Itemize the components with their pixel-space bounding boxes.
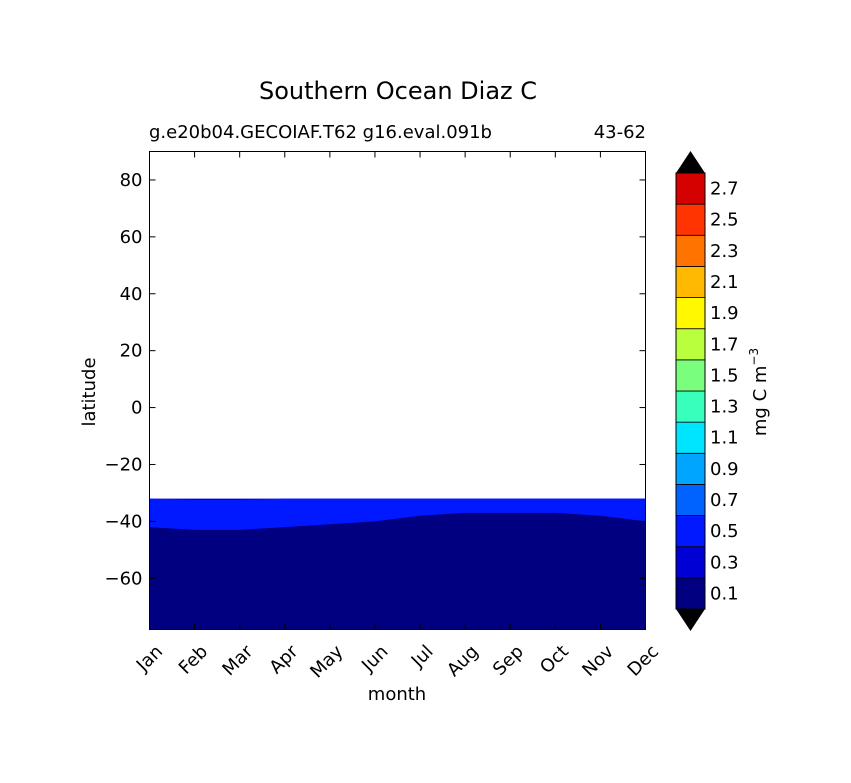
y-tick-label: 20: [120, 341, 143, 362]
colorbar: 0.1 0.3 0.5 0.7 0.9 1.1 1.3 1.5 1.7 1.9 2.1 2.3 2.5 2…: [675, 151, 739, 631]
colorbar-segment: [675, 546, 706, 579]
y-tick-label: −60: [105, 568, 143, 589]
x-tick-label: Sep: [489, 641, 528, 680]
colorbar-label-text: mg C m: [750, 366, 771, 437]
plot-frame: [149, 151, 646, 630]
y-tick-label: 0: [131, 398, 142, 419]
contour-band-lowest: [149, 512, 646, 630]
colorbar-label-exponent: −3: [747, 348, 761, 366]
y-axis-label: latitude: [79, 357, 100, 426]
chart-title: Southern Ocean Diaz C: [259, 77, 537, 105]
colorbar-segment: [675, 577, 706, 610]
y-tick-label: −40: [105, 511, 143, 532]
plot-area: Jan Feb Mar Apr May Jun Jul Aug Sep Oct Nov Dec 80 6…: [105, 151, 663, 682]
y-tick-label: 60: [120, 227, 143, 248]
colorbar-tick-label: 0.5: [710, 521, 739, 542]
contour-bands: [149, 498, 646, 630]
colorbar-segment: [675, 515, 706, 548]
colorbar-segment: [675, 266, 706, 298]
colorbar-tick-label: 2.3: [710, 241, 739, 262]
x-tick-label: Nov: [578, 641, 618, 681]
colorbar-tick-label: 1.7: [710, 334, 739, 355]
colorbar-tick-label: 1.3: [710, 397, 739, 418]
chart-subtitle-left: g.e20b04.GECOIAF.T62 g16.eval.091b: [149, 122, 492, 143]
colorbar-segment: [675, 297, 706, 330]
colorbar-tick-label: 0.9: [710, 459, 739, 480]
colorbar-tick-label: 2.5: [710, 210, 739, 231]
x-tick-label: Mar: [218, 641, 257, 680]
colorbar-frame: [675, 172, 706, 610]
colorbar-tick-label: 1.1: [710, 428, 739, 449]
colorbar-segment: [675, 452, 706, 485]
colorbar-over-arrow: [676, 151, 705, 173]
y-tick-label: −20: [105, 454, 143, 475]
colorbar-under-arrow: [676, 609, 705, 631]
x-axis-label: month: [368, 684, 426, 705]
colorbar-segment: [675, 390, 706, 423]
x-tick-label: Oct: [536, 641, 573, 678]
colorbar-tick-label: 0.7: [710, 490, 739, 511]
chart-subtitle-right: 43-62: [594, 122, 646, 143]
colorbar-tick-label: 2.1: [710, 272, 739, 293]
x-tick-label: Jun: [357, 641, 392, 676]
x-tick-label: Apr: [265, 641, 302, 678]
colorbar-label: mg C m−3: [747, 348, 771, 436]
colorbar-tick-label: 2.7: [710, 179, 739, 200]
colorbar-segment: [675, 234, 706, 267]
colorbar-segment: [675, 421, 706, 454]
colorbar-tick-label: 0.3: [710, 552, 739, 573]
colorbar-segment: [675, 203, 706, 236]
x-tick-label: Aug: [443, 641, 483, 681]
colorbar-segment: [675, 359, 706, 392]
x-tick-label: Jul: [407, 641, 438, 672]
colorbar-tick-label: 1.5: [710, 365, 739, 386]
x-tick-label: Feb: [175, 641, 212, 678]
colorbar-segment: [675, 328, 706, 361]
colorbar-segment: [675, 484, 706, 516]
y-tick-label: 40: [120, 284, 143, 305]
x-tick-label: Jan: [132, 641, 167, 676]
x-tick-label: May: [306, 641, 347, 682]
y-ticks: 80 60 40 20 0 −20 −40 −60: [105, 170, 646, 589]
colorbar-tick-label: 0.1: [710, 583, 739, 604]
colorbar-tick-label: 1.9: [710, 303, 739, 324]
colorbar-segment: [675, 172, 706, 205]
x-tick-label: Dec: [624, 641, 663, 680]
y-tick-label: 80: [120, 170, 143, 191]
